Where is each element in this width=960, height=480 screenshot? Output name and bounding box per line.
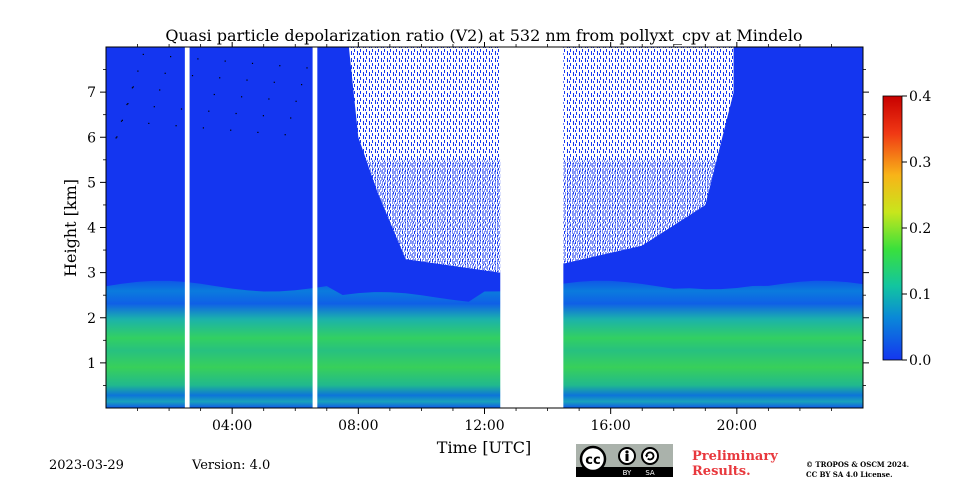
preliminary-line-1: Preliminary [692,449,778,464]
x-tick-label: 16:00 [590,418,630,434]
y-ticks: 1 2 3 4 5 6 7 [87,69,869,386]
y-tick-label: 5 [87,175,96,191]
y-tick-label: 2 [87,311,96,327]
preliminary-results-note: Preliminary Results. [692,449,778,479]
plot-area [105,46,864,409]
copyright-note: © TROPOS & OSCM 2024. CC BY SA 4.0 Licen… [806,460,909,480]
colorbar-tick-label: 0.1 [909,287,931,303]
footer-date: 2023-03-29 [49,458,124,473]
cc-license-logo: cc BY SA [576,444,673,477]
x-axis-label: Time [UTC] [437,438,531,457]
preliminary-line-2: Results. [692,464,751,479]
y-tick-label: 7 [87,85,96,101]
x-tick-label: 12:00 [464,418,504,434]
colorbar [882,95,903,361]
y-tick-label: 6 [87,130,96,146]
no-data-gap-2 [500,47,564,408]
chart-title: Quasi particle depolarization ratio (V2)… [165,26,802,45]
no-data-gap-1 [312,47,318,408]
colorbar-ticks: 0.0 0.1 0.2 0.3 0.4 [902,89,931,369]
no-data-gap-0 [184,47,190,408]
footer-version: Version: 4.0 [192,458,271,473]
x-tick-label: 08:00 [338,418,378,434]
copyright-line-2: CC BY SA 4.0 License. [806,470,893,479]
cc-by-label: BY [623,469,632,477]
colorbar-tick-label: 0.3 [909,155,931,171]
colorbar-tick-label: 0.2 [909,221,931,237]
y-axis-label: Height [km] [61,179,80,277]
y-tick-label: 4 [87,221,96,237]
x-ticks: 04:00 08:00 12:00 16:00 20:00 [137,42,832,434]
cc-sa-label: SA [645,469,655,477]
y-tick-label: 3 [87,266,96,282]
copyright-line-1: © TROPOS & OSCM 2024. [806,460,910,469]
x-tick-label: 04:00 [212,418,252,434]
colorbar-tick-label: 0.0 [909,353,931,369]
colorbar-tick-label: 0.4 [909,89,931,105]
aerosol-layer-band [106,280,863,408]
y-tick-label: 1 [87,356,96,372]
x-tick-label: 20:00 [717,418,757,434]
svg-text:cc: cc [585,453,600,468]
